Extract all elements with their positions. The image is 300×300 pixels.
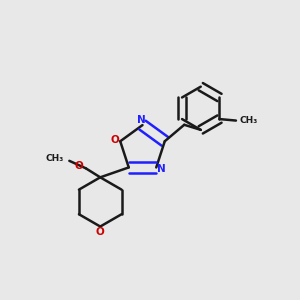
Text: CH₃: CH₃ xyxy=(46,154,64,163)
Text: O: O xyxy=(75,161,84,171)
Text: CH₃: CH₃ xyxy=(240,116,258,125)
Text: O: O xyxy=(96,227,105,237)
Text: N: N xyxy=(136,115,146,125)
Text: N: N xyxy=(157,164,166,174)
Text: O: O xyxy=(110,135,119,145)
